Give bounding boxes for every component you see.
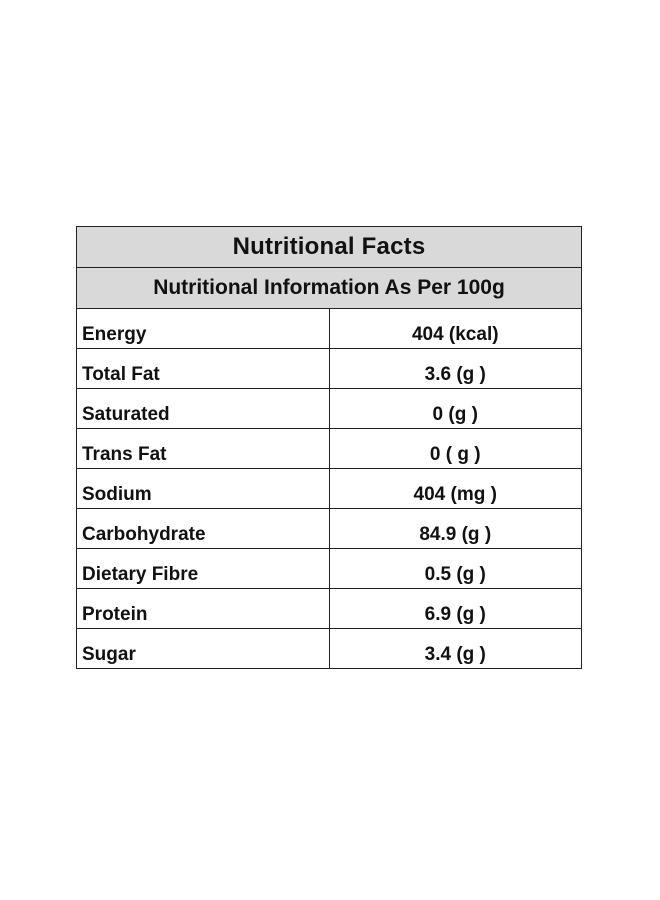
nutrient-value: 6.9 (g ) bbox=[328, 588, 582, 629]
nutrient-value: 84.9 (g ) bbox=[328, 508, 582, 549]
nutrient-value: 404 (mg ) bbox=[328, 468, 582, 509]
nutrient-name: Total Fat bbox=[76, 348, 330, 389]
table-row: Total Fat 3.6 (g ) bbox=[76, 348, 582, 389]
nutrient-value: 404 (kcal) bbox=[328, 308, 582, 349]
nutrient-name: Protein bbox=[76, 588, 330, 629]
nutrition-facts-table-wrapper: Nutritional Facts Nutritional Informatio… bbox=[76, 226, 582, 669]
nutrient-value: 3.6 (g ) bbox=[328, 348, 582, 389]
nutrient-value: 0 ( g ) bbox=[328, 428, 582, 469]
table-row: Dietary Fibre 0.5 (g ) bbox=[76, 548, 582, 589]
nutrient-name: Trans Fat bbox=[76, 428, 330, 469]
nutrient-name: Sodium bbox=[76, 468, 330, 509]
nutrient-value: 0.5 (g ) bbox=[328, 548, 582, 589]
nutrient-name: Dietary Fibre bbox=[76, 548, 330, 589]
table-subtitle: Nutritional Information As Per 100g bbox=[76, 267, 582, 309]
nutrient-name: Sugar bbox=[76, 628, 330, 669]
title-row: Nutritional Facts bbox=[76, 226, 582, 268]
table-title: Nutritional Facts bbox=[76, 226, 582, 268]
nutrient-value: 3.4 (g ) bbox=[328, 628, 582, 669]
nutrient-name: Energy bbox=[76, 308, 330, 349]
nutrient-name: Carbohydrate bbox=[76, 508, 330, 549]
table-row: Energy 404 (kcal) bbox=[76, 308, 582, 349]
table-row: Trans Fat 0 ( g ) bbox=[76, 428, 582, 469]
subtitle-row: Nutritional Information As Per 100g bbox=[76, 267, 582, 309]
nutrition-facts-table: Nutritional Facts Nutritional Informatio… bbox=[76, 226, 582, 669]
table-row: Carbohydrate 84.9 (g ) bbox=[76, 508, 582, 549]
nutrient-name: Saturated bbox=[76, 388, 330, 429]
table-row: Saturated 0 (g ) bbox=[76, 388, 582, 429]
table-row: Sugar 3.4 (g ) bbox=[76, 628, 582, 669]
table-row: Protein 6.9 (g ) bbox=[76, 588, 582, 629]
nutrient-value: 0 (g ) bbox=[328, 388, 582, 429]
table-row: Sodium 404 (mg ) bbox=[76, 468, 582, 509]
